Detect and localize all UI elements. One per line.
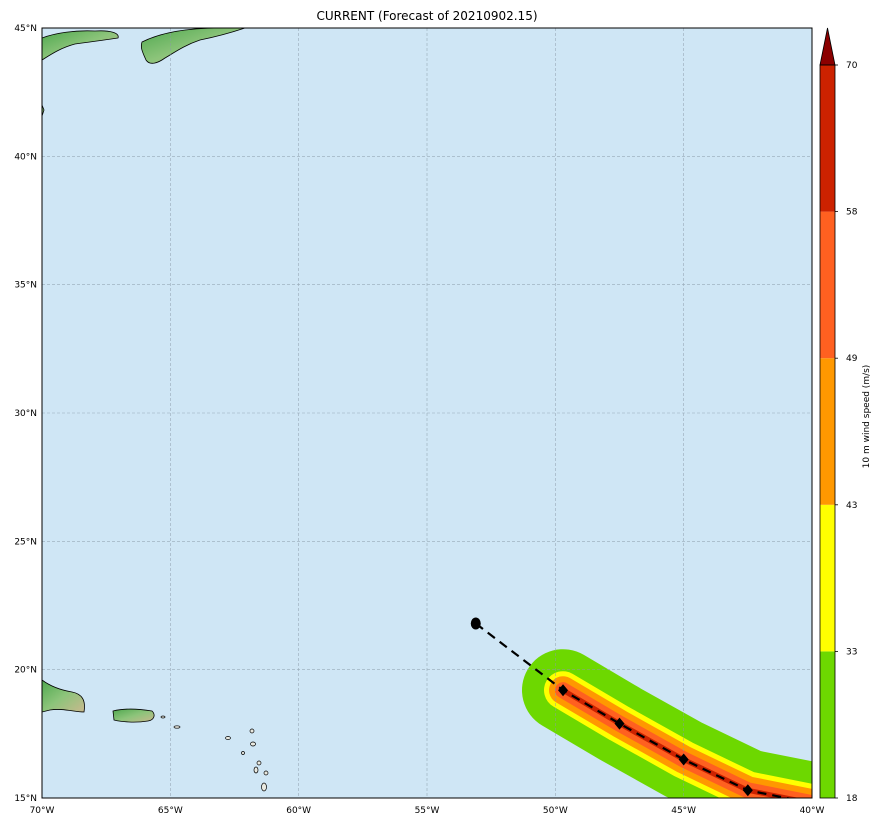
colorbar-tick-label: 49 <box>846 354 858 364</box>
colorbar: 18 33 43 49 58 70 10 m wind speed (m/s) <box>819 27 872 804</box>
track-point <box>742 784 753 797</box>
lon-tick-label: 60°W <box>286 806 311 816</box>
map-title: CURRENT (Forecast of 20210902.15) <box>316 9 538 23</box>
lat-tick-label: 40°N <box>14 152 37 162</box>
colorbar-extend-arrow <box>819 27 836 66</box>
colorbar-title: 10 m wind speed (m/s) <box>862 365 872 469</box>
colorbar-segment <box>820 504 835 652</box>
lon-tick-label: 70°W <box>30 806 55 816</box>
colorbar-segment <box>820 65 835 212</box>
track-point <box>558 684 569 697</box>
lon-tick-label: 65°W <box>158 806 183 816</box>
track-point <box>678 753 689 766</box>
land-nova-scotia <box>42 30 119 61</box>
land-lesser-antilles <box>160 715 269 792</box>
track-line <box>475 622 793 798</box>
lon-tick-label: 55°W <box>415 806 440 816</box>
colorbar-tick-label: 70 <box>846 61 858 71</box>
lat-tick-label: 35°N <box>14 281 37 291</box>
storm-track <box>470 617 812 798</box>
colorbar-segment <box>820 651 835 798</box>
lat-tick-label: 45°N <box>14 24 37 34</box>
land-puerto-rico <box>112 708 155 723</box>
land-masses <box>42 28 269 792</box>
track-point-start <box>470 617 481 630</box>
colorbar-tick-label: 43 <box>846 501 857 511</box>
colorbar-tick-label: 18 <box>846 794 858 804</box>
lon-tick-label: 45°W <box>671 806 696 816</box>
lat-tick-label: 25°N <box>14 537 37 547</box>
longitude-labels: 70°W 65°W 60°W 55°W 50°W 45°W 40°W <box>30 806 825 816</box>
lat-tick-label: 20°N <box>14 666 37 676</box>
lon-tick-label: 50°W <box>543 806 568 816</box>
colorbar-segment <box>820 211 835 359</box>
colorbar-frame <box>819 64 836 799</box>
latitude-labels: 45°N 40°N 35°N 30°N 25°N 20°N 15°N <box>14 24 37 804</box>
colorbar-tick-label: 58 <box>846 208 858 218</box>
lon-tick-label: 40°W <box>800 806 825 816</box>
lat-tick-label: 30°N <box>14 409 37 419</box>
land-hispaniola <box>42 679 85 713</box>
track-point <box>614 717 625 730</box>
colorbar-segment <box>820 358 835 505</box>
lat-tick-label: 15°N <box>14 794 37 804</box>
map-frame <box>41 27 813 799</box>
colorbar-tick-label: 33 <box>846 647 857 657</box>
gridlines <box>42 28 812 798</box>
